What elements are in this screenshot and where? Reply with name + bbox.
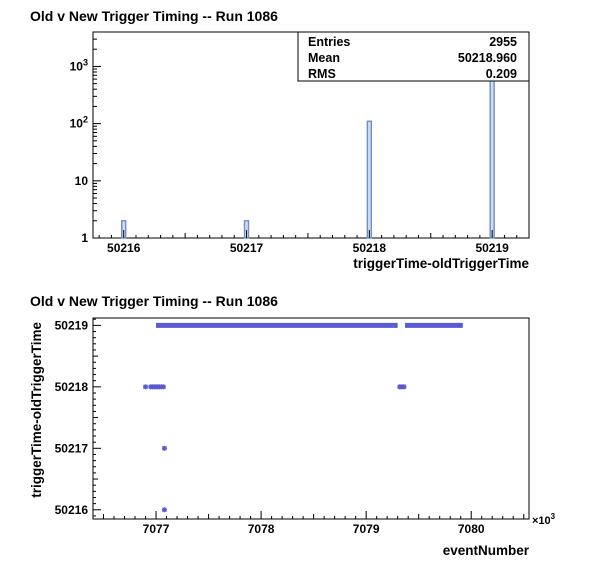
- scatter-point: [160, 384, 166, 390]
- scatter-bands: [156, 322, 463, 328]
- stats-value: 2955: [489, 35, 517, 49]
- scatter-x-tick-label: 7079: [353, 522, 380, 536]
- scatter-plot-border: [92, 317, 530, 520]
- scatter-x-ticks: 7077 7078 7079 7080: [92, 511, 525, 536]
- histogram-y-tick-power: 3: [83, 57, 88, 67]
- histogram-x-ticks: 50216 50217 50218 50219: [98, 230, 530, 255]
- scatter-y-tick-label: 50218: [55, 380, 89, 394]
- scatter-point-stroke: [162, 445, 167, 451]
- scatter-point-stroke: [160, 384, 166, 390]
- histogram-x-axis-label: triggerTime-oldTriggerTime: [353, 256, 529, 271]
- stats-value: 50218.960: [458, 51, 517, 65]
- scatter-y-tick-label: 50219: [55, 318, 89, 332]
- scatter-y-tick-label: 50217: [55, 441, 89, 455]
- scatter-point-stroke: [143, 384, 148, 390]
- stats-value: 0.209: [486, 67, 517, 81]
- scatter-point: [143, 384, 149, 390]
- scatter-point: [161, 507, 167, 513]
- scatter-y-axis-label: triggerTime-oldTriggerTime: [29, 322, 44, 498]
- histogram-bar: [366, 120, 373, 239]
- scatter-x-tick-label: 7078: [248, 522, 275, 536]
- scatter-y-ticks: 50216 50217 50218 50219: [55, 318, 101, 517]
- scatter-points: [143, 384, 407, 513]
- stats-box: Entries 2955 Mean 50218.960 RMS 0.209: [297, 31, 530, 82]
- histogram-y-tick-label: 103: [70, 57, 88, 73]
- histogram-x-tick-label: 50219: [475, 241, 509, 255]
- stats-label: RMS: [308, 67, 336, 81]
- scatter-point-stroke: [401, 384, 407, 390]
- histogram-x-tick-label: 50216: [107, 241, 141, 255]
- scatter-x-tick-label: 7077: [143, 522, 170, 536]
- histogram-x-tick-label: 50218: [353, 241, 387, 255]
- histogram-y-tick-power: 2: [83, 115, 88, 125]
- scatter-point: [401, 384, 407, 390]
- histogram-x-tick-label: 50217: [230, 241, 264, 255]
- scatter-x-axis-label: eventNumber: [443, 543, 530, 558]
- stats-label: Entries: [308, 35, 350, 49]
- histogram-y-tick-base: 10: [70, 117, 84, 131]
- stats-box-border: [297, 31, 530, 82]
- stats-label: Mean: [308, 51, 340, 65]
- scatter-dense-band: [156, 322, 398, 328]
- histogram-y-tick-base: 10: [70, 59, 84, 73]
- scatter-x-tick-label: 7080: [458, 522, 485, 536]
- scatter-frame: [92, 317, 530, 520]
- histogram-y-tick-label: 102: [70, 115, 88, 131]
- scatter-x-exponent: ×103: [532, 512, 556, 527]
- histogram-y-tick-label: 1: [81, 231, 88, 245]
- histogram-title: Old v New Trigger Timing -- Run 1086: [30, 8, 278, 24]
- scatter-y-tick-label: 50216: [55, 503, 89, 517]
- scatter-point-stroke: [162, 507, 167, 513]
- histogram-y-tick-label: 10: [75, 174, 89, 188]
- scatter-point: [161, 445, 167, 451]
- scatter-title: Old v New Trigger Timing -- Run 1086: [30, 293, 278, 309]
- scatter-dense-band: [405, 322, 463, 328]
